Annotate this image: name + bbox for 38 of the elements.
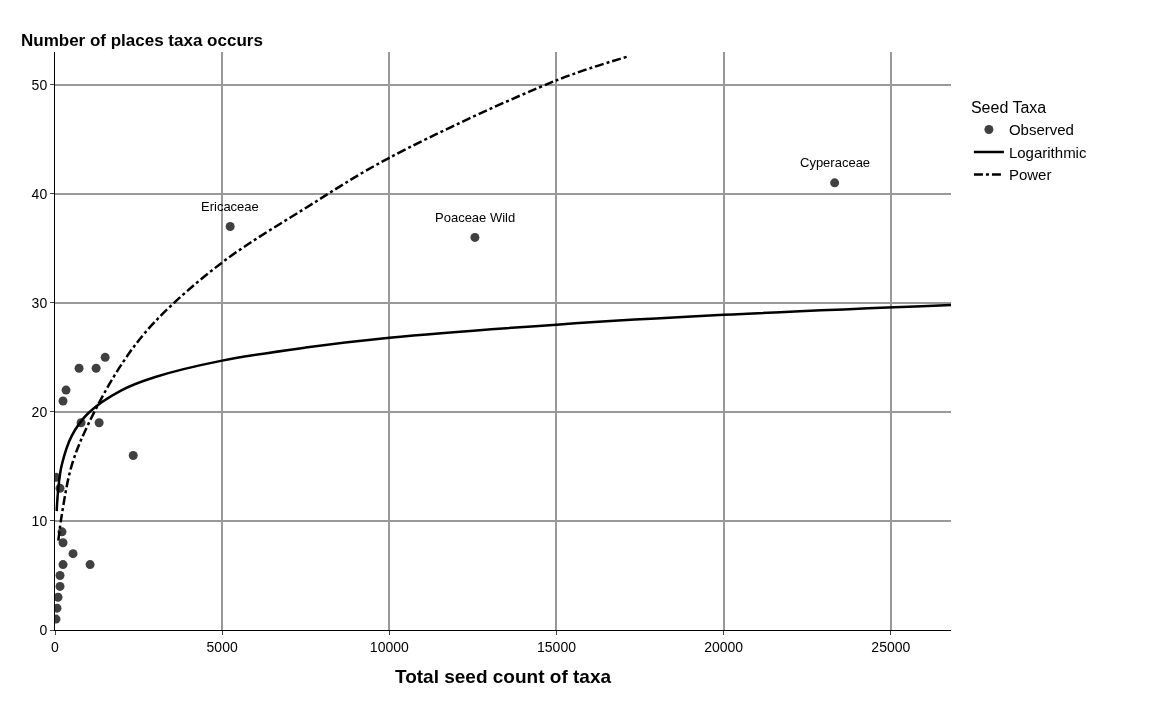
point [68, 549, 78, 559]
point [94, 418, 104, 428]
x-axis-title: Total seed count of taxa [394, 665, 612, 687]
y-tick-label: 40 [31, 185, 48, 202]
point [85, 560, 95, 570]
x-tick-label: 15000 [537, 638, 577, 655]
y-tick-label: 20 [31, 403, 48, 420]
point [58, 396, 68, 406]
point [470, 232, 480, 242]
legend-title: Seed Taxa [970, 99, 1047, 117]
annotation: Poaceae Wild [435, 210, 516, 225]
point [225, 221, 235, 231]
y-tick-label: 30 [31, 294, 48, 311]
point [58, 560, 68, 570]
annotation: Cyperaceae [800, 155, 871, 170]
point [830, 178, 840, 188]
legend-label: Observed [1008, 121, 1074, 139]
y-axis-title: Number of places taxa occurs [21, 31, 263, 50]
point [91, 363, 101, 373]
y-tick-label: 10 [31, 512, 48, 529]
annotation: Ericaceae [201, 199, 259, 214]
point [100, 352, 110, 362]
point [55, 592, 63, 602]
point [58, 538, 68, 548]
point [74, 363, 84, 373]
y-tick-label: 0 [39, 621, 48, 638]
x-tick-label: 20000 [704, 638, 744, 655]
point [128, 451, 138, 461]
x-tick-label: 10000 [369, 638, 410, 655]
x-tick-label: 5000 [206, 638, 238, 655]
point [61, 385, 71, 395]
x-tick-label: 25000 [871, 638, 911, 655]
point [55, 581, 65, 591]
y-tick-label: 50 [31, 76, 48, 93]
legend-label: Power [1008, 166, 1052, 184]
legend-label: Logarithmic [1008, 143, 1087, 161]
point [55, 570, 65, 580]
x-tick-label: 0 [51, 638, 60, 655]
